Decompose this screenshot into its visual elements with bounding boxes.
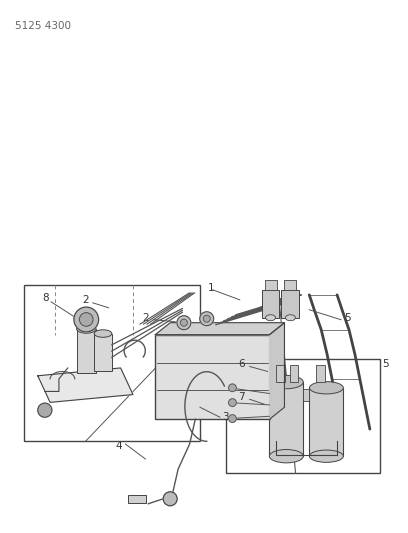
Circle shape [228,399,236,407]
Bar [77,329,96,373]
Polygon shape [270,322,284,419]
Bar [226,359,380,473]
Text: 2: 2 [82,295,89,305]
Text: 2: 2 [142,313,149,323]
Circle shape [163,492,177,506]
Ellipse shape [286,315,295,321]
Text: 8: 8 [42,293,49,303]
Circle shape [180,319,187,326]
Bar [303,390,309,401]
Bar [129,495,146,503]
Text: 5: 5 [344,313,350,323]
Text: 1: 1 [208,283,215,293]
Bar [94,334,112,371]
Text: 3: 3 [222,412,228,422]
Text: 6: 6 [238,359,245,369]
Ellipse shape [266,315,275,321]
Bar [264,280,277,290]
Circle shape [177,316,191,330]
Bar [284,280,296,290]
Polygon shape [155,322,284,335]
Ellipse shape [269,449,303,463]
Circle shape [200,312,214,326]
Bar [276,365,285,382]
Bar [282,290,299,318]
Circle shape [203,315,210,322]
Bar [262,290,279,318]
Circle shape [38,403,52,417]
Circle shape [228,384,236,392]
Polygon shape [38,368,133,402]
Text: 7: 7 [238,392,245,402]
Bar [316,365,325,382]
Text: 4: 4 [116,441,122,451]
Circle shape [74,307,99,332]
Bar [269,382,303,456]
Ellipse shape [309,450,343,462]
Bar [309,388,343,456]
Ellipse shape [94,330,112,337]
Circle shape [80,313,93,326]
Ellipse shape [77,325,96,333]
Circle shape [228,415,236,423]
Ellipse shape [269,375,303,389]
Text: 5: 5 [382,359,388,369]
Ellipse shape [309,382,343,394]
Text: 5125 4300: 5125 4300 [15,21,71,31]
Bar [290,365,298,382]
Bar [155,335,270,419]
Bar [24,285,200,441]
